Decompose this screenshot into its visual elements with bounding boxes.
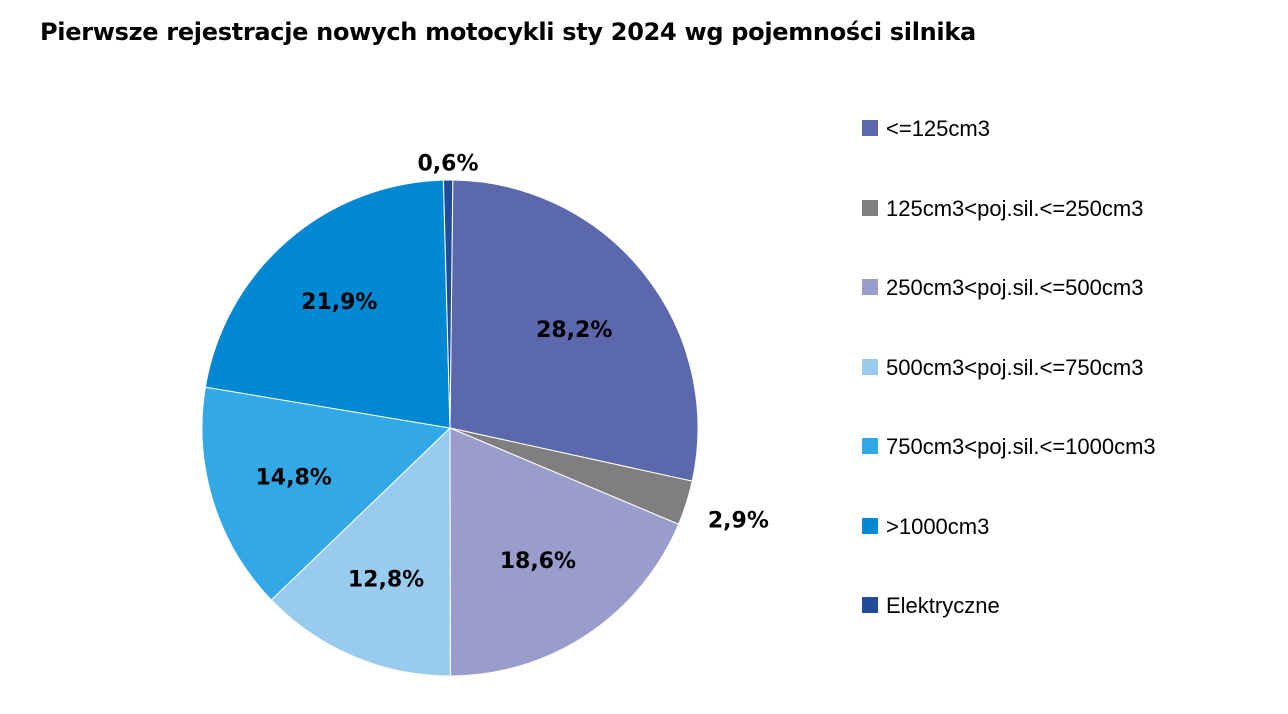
pie-slice-250-500 xyxy=(449,427,680,677)
legend-swatch xyxy=(862,120,878,136)
pie-slice-750-1000 xyxy=(201,386,452,601)
data-label-750-1000: 14,8% xyxy=(255,465,331,490)
legend-label: >1000cm3 xyxy=(886,513,990,539)
legend-swatch xyxy=(862,517,878,534)
pie-slice-500-750 xyxy=(270,426,451,677)
pie-slice-elektryczne xyxy=(442,179,454,429)
legend-label: 500cm3<poj.sil.<=750cm3 xyxy=(886,354,1144,380)
chart-title: Pierwsze rejestracje nowych motocykli st… xyxy=(40,18,976,46)
legend-swatch xyxy=(862,438,878,454)
legend-swatch xyxy=(862,358,878,375)
legend-swatch xyxy=(862,279,878,295)
legend-swatch xyxy=(862,199,878,216)
data-label-125-250: 2,9% xyxy=(708,509,769,534)
pie-slice-gt-1000 xyxy=(204,179,451,429)
data-label-gt-1000: 21,9% xyxy=(301,290,377,315)
legend-label: 750cm3<poj.sil.<=1000cm3 xyxy=(886,434,1156,459)
data-label-elektryczne: 0,6% xyxy=(417,152,478,177)
legend-label: 250cm3<poj.sil.<=500cm3 xyxy=(886,275,1144,300)
legend-label: <=125cm3 xyxy=(886,116,990,141)
legend-label: Elektryczne xyxy=(886,593,1000,618)
data-label-le-125: 28,2% xyxy=(536,318,612,343)
data-label-500-750: 12,8% xyxy=(348,568,424,593)
pie-slice-le-125 xyxy=(449,179,699,482)
data-label-250-500: 18,6% xyxy=(500,549,576,574)
legend-label: 125cm3<poj.sil.<=250cm3 xyxy=(886,195,1144,221)
legend-swatch xyxy=(862,597,878,613)
